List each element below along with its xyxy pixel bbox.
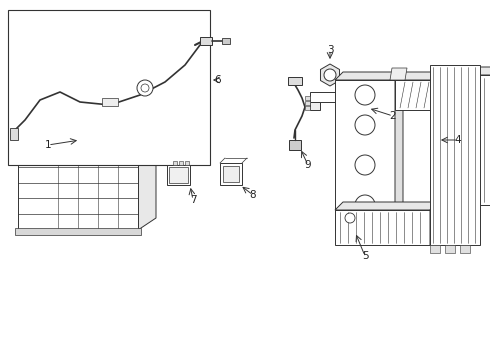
Polygon shape	[430, 65, 480, 245]
Polygon shape	[18, 123, 156, 135]
Polygon shape	[445, 245, 455, 253]
Polygon shape	[355, 102, 365, 115]
Text: 5: 5	[362, 251, 368, 261]
Polygon shape	[395, 72, 473, 80]
Circle shape	[32, 107, 44, 119]
Text: 9: 9	[305, 160, 311, 170]
Circle shape	[324, 69, 336, 81]
Circle shape	[345, 213, 355, 223]
Polygon shape	[223, 166, 239, 182]
Polygon shape	[179, 161, 183, 165]
Polygon shape	[138, 123, 156, 230]
Circle shape	[355, 195, 375, 215]
Polygon shape	[467, 67, 490, 75]
Polygon shape	[335, 72, 403, 80]
Circle shape	[112, 107, 124, 119]
Circle shape	[355, 115, 375, 135]
Text: 6: 6	[215, 75, 221, 85]
Bar	[289, 140, 301, 150]
Polygon shape	[167, 165, 190, 185]
Bar	[33, 118, 43, 128]
Polygon shape	[335, 210, 430, 245]
Polygon shape	[138, 116, 156, 135]
Circle shape	[141, 84, 149, 92]
Polygon shape	[102, 98, 118, 106]
Polygon shape	[169, 167, 188, 183]
Polygon shape	[430, 245, 440, 253]
Polygon shape	[310, 102, 320, 110]
Text: 4: 4	[455, 135, 461, 145]
Bar	[113, 118, 123, 128]
Bar	[288, 77, 302, 85]
Bar	[222, 38, 230, 44]
Text: 7: 7	[190, 195, 196, 205]
Polygon shape	[357, 104, 363, 113]
Polygon shape	[320, 64, 340, 86]
Text: 8: 8	[250, 190, 256, 200]
Polygon shape	[430, 202, 438, 245]
Circle shape	[137, 80, 153, 96]
Polygon shape	[465, 72, 473, 110]
Text: 1: 1	[45, 140, 51, 150]
Text: 3: 3	[327, 45, 333, 55]
Polygon shape	[18, 135, 138, 230]
Polygon shape	[305, 96, 310, 100]
Polygon shape	[390, 68, 407, 80]
Polygon shape	[335, 80, 395, 230]
Polygon shape	[185, 161, 189, 165]
Polygon shape	[18, 128, 138, 135]
Bar	[10, 128, 18, 140]
Polygon shape	[305, 106, 310, 110]
Polygon shape	[310, 92, 365, 102]
Text: 2: 2	[390, 111, 396, 121]
Bar	[200, 37, 212, 45]
Circle shape	[355, 155, 375, 175]
Polygon shape	[460, 245, 470, 253]
Polygon shape	[220, 163, 242, 185]
Bar	[8, 10, 210, 165]
Polygon shape	[173, 161, 177, 165]
Circle shape	[355, 85, 375, 105]
Polygon shape	[395, 80, 465, 110]
Polygon shape	[305, 101, 310, 105]
Polygon shape	[335, 202, 438, 210]
Polygon shape	[395, 72, 403, 230]
Bar	[15, 228, 141, 235]
Polygon shape	[467, 75, 490, 205]
